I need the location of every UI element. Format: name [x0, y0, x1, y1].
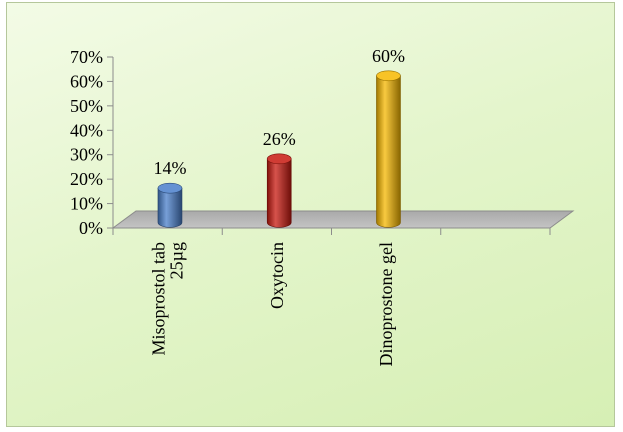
- bar-body: [266, 158, 292, 228]
- y-tick-label: 30%: [70, 145, 103, 165]
- y-tick-label: 50%: [70, 96, 103, 116]
- bar-top: [266, 153, 292, 165]
- bar-0: [157, 182, 183, 228]
- y-tick-label: 70%: [70, 47, 103, 67]
- data-label: 14%: [153, 158, 186, 178]
- y-tick-label: 20%: [70, 169, 103, 189]
- bar-top: [157, 182, 183, 194]
- data-label: 26%: [263, 129, 296, 149]
- bar-body: [376, 75, 401, 228]
- x-category-label: Oxytocin: [267, 242, 287, 309]
- data-label: 60%: [372, 46, 405, 66]
- bar-body: [157, 187, 183, 228]
- y-tick-label: 60%: [70, 71, 103, 91]
- bar-1: [266, 153, 292, 228]
- x-category-label: Misoprostol tab: [149, 242, 169, 356]
- y-tick-label: 40%: [70, 120, 103, 140]
- y-tick-label: 0%: [79, 218, 103, 238]
- x-category-label: 25µg: [167, 242, 187, 279]
- bar-top: [376, 70, 401, 82]
- x-category-label: Dinoprostone gel: [376, 242, 396, 366]
- bar-2: [376, 70, 401, 228]
- y-tick-label: 10%: [70, 194, 103, 214]
